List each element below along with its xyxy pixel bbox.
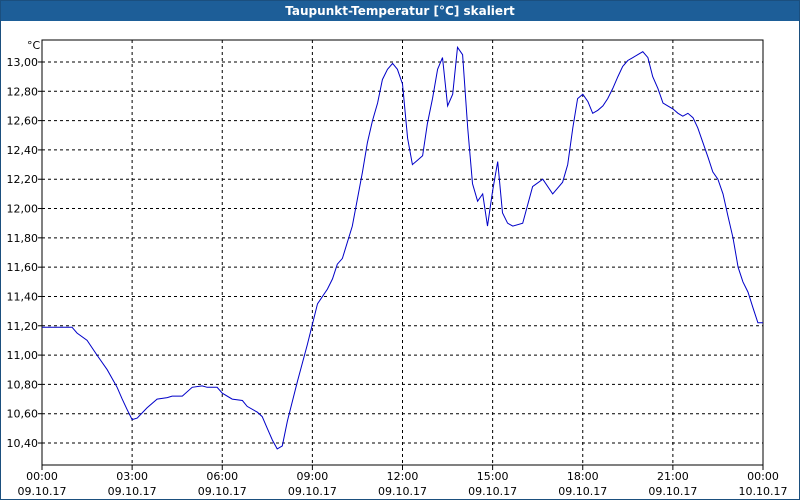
- x-tick-date-label: 09.10.17: [288, 485, 337, 498]
- x-tick-time-label: 03:00: [116, 470, 148, 483]
- plot-frame: [41, 39, 764, 466]
- y-tick-label: 11,60: [7, 261, 39, 274]
- x-tick-time-label: 00:00: [747, 470, 779, 483]
- dew-point-line: [42, 45, 763, 450]
- y-tick-labels: 10,40 10,60 10,80 11,00 11,20 11,40 11,60 11,80…: [7, 56, 39, 450]
- x-tick-date-label: 09.10.17: [18, 485, 67, 498]
- x-tick-date-label: 09.10.17: [198, 485, 247, 498]
- x-tick-time-label: 00:00: [26, 470, 58, 483]
- y-tick-label: 10,40: [7, 437, 39, 450]
- y-tick-label: 11,80: [7, 232, 39, 245]
- x-tick-date-label: 09.10.17: [648, 485, 697, 498]
- x-tick-time-label: 18:00: [567, 470, 599, 483]
- y-tick-label: 10,60: [7, 408, 39, 421]
- axes: [38, 39, 764, 470]
- y-tick-label: 10,80: [7, 378, 39, 391]
- y-tick-label: 12,00: [7, 203, 39, 216]
- window-title: Taupunkt-Temperatur [°C] skaliert: [1, 1, 799, 21]
- y-tick-label: 13,00: [7, 56, 39, 69]
- grid: [42, 40, 763, 465]
- y-tick-label: 11,00: [7, 349, 39, 362]
- dew-point-chart: °C 10,40 10,60 10,80 11,00 11,20 11,40 11,60 11…: [7, 39, 788, 498]
- x-tick-date-label: 10.10.17: [739, 485, 788, 498]
- x-tick-time-label: 21:00: [657, 470, 689, 483]
- y-axis-unit-label: °C: [27, 39, 41, 52]
- y-tick-label: 11,40: [7, 290, 39, 303]
- y-tick-label: 12,20: [7, 173, 39, 186]
- y-tick-label: 11,20: [7, 320, 39, 333]
- x-tick-time-label: 06:00: [206, 470, 238, 483]
- x-tick-date-label: 09.10.17: [108, 485, 157, 498]
- x-tick-date-label: 09.10.17: [558, 485, 607, 498]
- y-tick-label: 12,60: [7, 115, 39, 128]
- x-tick-time-label: 09:00: [297, 470, 329, 483]
- x-tick-date-label: 09.10.17: [378, 485, 427, 498]
- x-tick-date-label: 09.10.17: [468, 485, 517, 498]
- y-tick-label: 12,40: [7, 144, 39, 157]
- y-tick-label: 12,80: [7, 85, 39, 98]
- x-tick-time-label: 12:00: [387, 470, 419, 483]
- x-tick-labels: 00:00 09.10.17 03:00 09.10.17 06:00 09.10.17 0…: [18, 470, 788, 498]
- x-tick-time-label: 15:00: [477, 470, 509, 483]
